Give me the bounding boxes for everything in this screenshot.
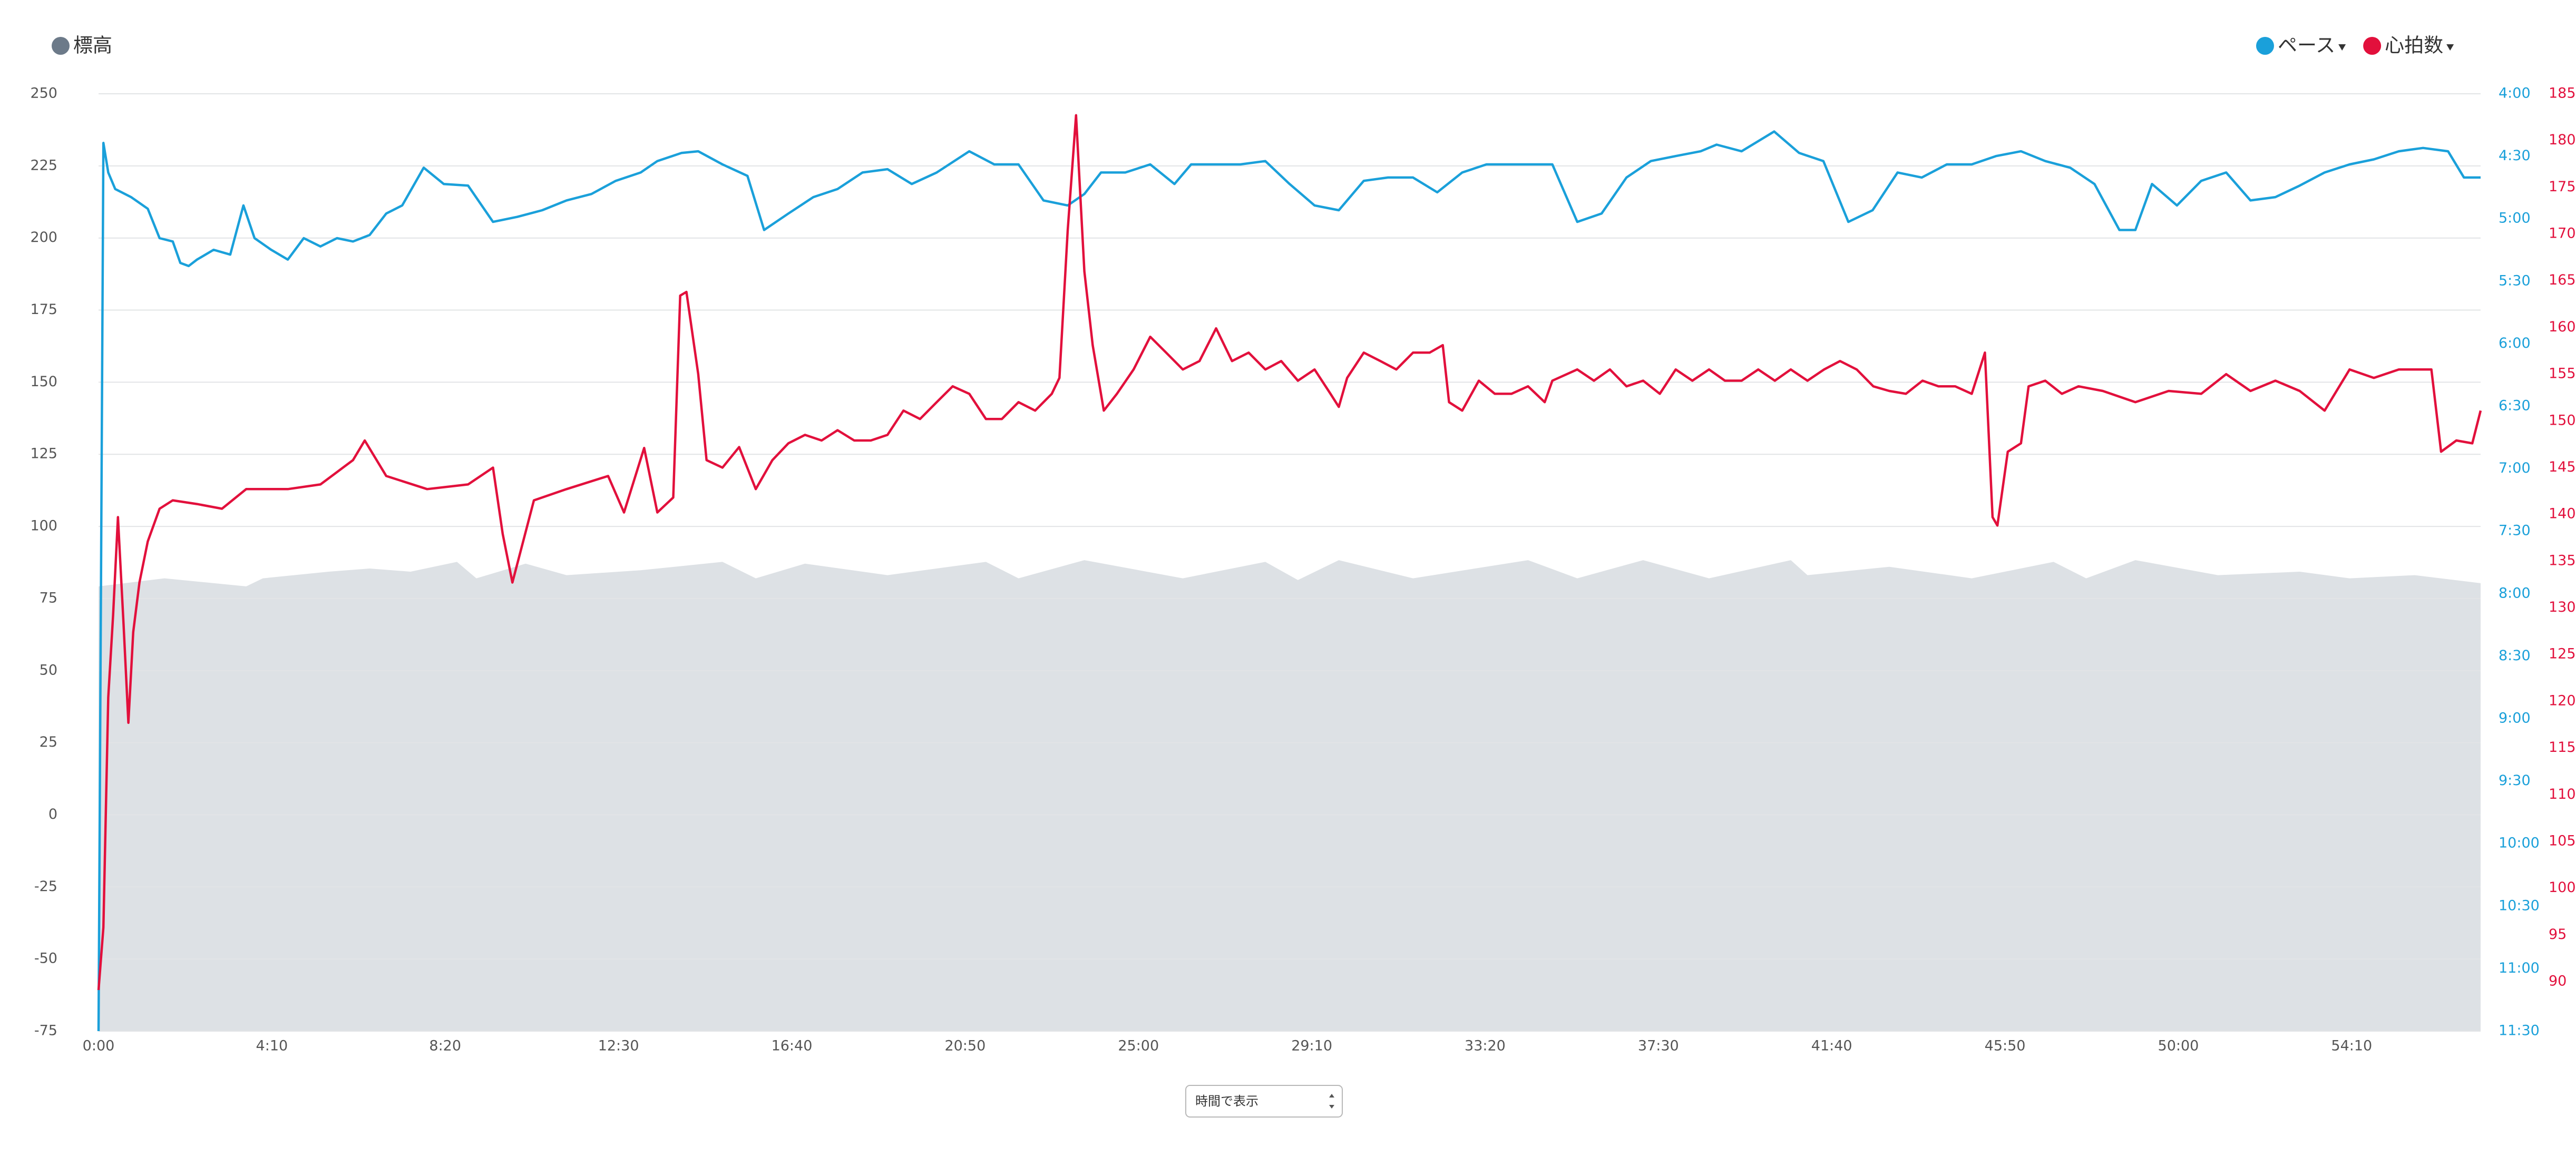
y3-tick-label: 145 [2549,459,2576,475]
y2-tick-label: 5:30 [2499,272,2531,289]
legend-label[interactable]: ペース [2278,34,2335,57]
y2-tick-label: 6:00 [2499,335,2531,351]
y3-tick-label: 90 [2549,973,2567,989]
y2-tick-label: 9:30 [2499,772,2531,789]
y3-tick-label: 170 [2549,226,2576,242]
y-tick-label: -50 [34,951,57,967]
legend-item[interactable]: ペース [2256,34,2346,57]
legend-item[interactable]: 心拍数 [2363,34,2454,57]
select-arrow-down [1329,1105,1334,1109]
y2-tick-label: 6:30 [2499,398,2531,414]
y-tick-label: 150 [30,374,57,390]
y2-tick-label: 10:30 [2499,897,2540,914]
y2-tick-label: 5:00 [2499,210,2531,227]
legend-dropdown-arrow[interactable] [2446,44,2454,51]
x-tick-label: 8:20 [429,1038,461,1054]
y-tick-label: 0 [48,806,57,822]
legend-dot[interactable] [52,37,70,55]
y-tick-label: -25 [34,878,57,895]
y3-tick-label: 160 [2549,319,2576,335]
y2-tick-label: 8:30 [2499,648,2531,664]
select-arrow-up [1329,1094,1334,1098]
x-tick-label: 12:30 [598,1038,639,1054]
y-tick-label: 100 [30,518,57,534]
x-tick-label: 4:10 [256,1038,288,1054]
y-tick-label: 175 [30,301,57,318]
y-tick-label: 225 [30,157,57,173]
x-tick-label: 20:50 [944,1038,985,1054]
y3-tick-label: 135 [2549,552,2576,569]
y3-tick-label: 115 [2549,739,2576,756]
y-tick-label: -75 [34,1023,57,1039]
y2-tick-label: 4:00 [2499,85,2531,102]
y3-tick-label: 120 [2549,692,2576,709]
y2-tick-label: 11:30 [2499,1023,2540,1039]
x-tick-label: 37:30 [1638,1038,1679,1054]
y2-tick-label: 11:00 [2499,960,2540,976]
y-tick-label: 250 [30,85,57,102]
y3-tick-label: 110 [2549,786,2576,802]
x-tick-label: 50:00 [2158,1038,2199,1054]
x-tick-label: 25:00 [1118,1038,1159,1054]
y-tick-label: 125 [30,446,57,462]
x-tick-label: 45:50 [1985,1038,2026,1054]
y3-tick-label: 125 [2549,646,2576,662]
y-tick-label: 25 [40,734,57,750]
series-line [97,114,2482,991]
y2-tick-label: 7:30 [2499,523,2531,539]
x-tick-label: 33:20 [1465,1038,1506,1054]
legend-dropdown-arrow[interactable] [2338,44,2346,51]
y3-tick-label: 95 [2549,926,2567,943]
y3-tick-label: 175 [2549,179,2576,195]
series-line [97,130,2481,1032]
select-box[interactable] [1185,1085,1343,1118]
legend-dot[interactable] [2363,37,2382,55]
legend-dot[interactable] [2256,37,2274,55]
x-tick-label: 41:40 [1811,1038,1852,1054]
y2-tick-label: 9:00 [2499,710,2531,727]
y2-tick-label: 10:00 [2499,835,2540,851]
y-tick-label: 50 [40,662,57,678]
y3-tick-label: 150 [2549,412,2576,428]
grid-layer [99,93,2481,1032]
x-tick-label: 16:40 [772,1038,813,1054]
legend-item[interactable]: 標高 [52,34,112,57]
area-layer [99,560,2481,1031]
y3-tick-label: 180 [2549,132,2576,148]
y2-tick-label: 7:00 [2499,460,2531,476]
select-label[interactable]: 時間で表示 [1195,1094,1258,1109]
x-tick-label: 29:10 [1291,1038,1332,1054]
y2-tick-label: 8:00 [2499,585,2531,601]
y3-tick-label: 155 [2549,366,2576,382]
y3-tick-label: 165 [2549,272,2576,288]
x-tick-label: 0:00 [83,1038,115,1054]
y-tick-label: 75 [40,590,57,606]
x-tick-label: 54:10 [2331,1038,2372,1054]
elevation-area [99,560,2481,1031]
y3-tick-label: 140 [2549,506,2576,522]
x-mode-select[interactable]: 時間で表示 [1185,1085,1343,1118]
y3-tick-label: 100 [2549,879,2576,896]
line-layer [97,114,2482,1032]
y3-tick-label: 185 [2549,85,2576,102]
legend-label[interactable]: 標高 [73,34,112,57]
y3-tick-label: 130 [2549,599,2576,615]
legend-label[interactable]: 心拍数 [2385,34,2443,57]
y2-tick-label: 4:30 [2499,148,2531,164]
y3-tick-label: 105 [2549,832,2576,849]
y-tick-label: 200 [30,229,57,246]
